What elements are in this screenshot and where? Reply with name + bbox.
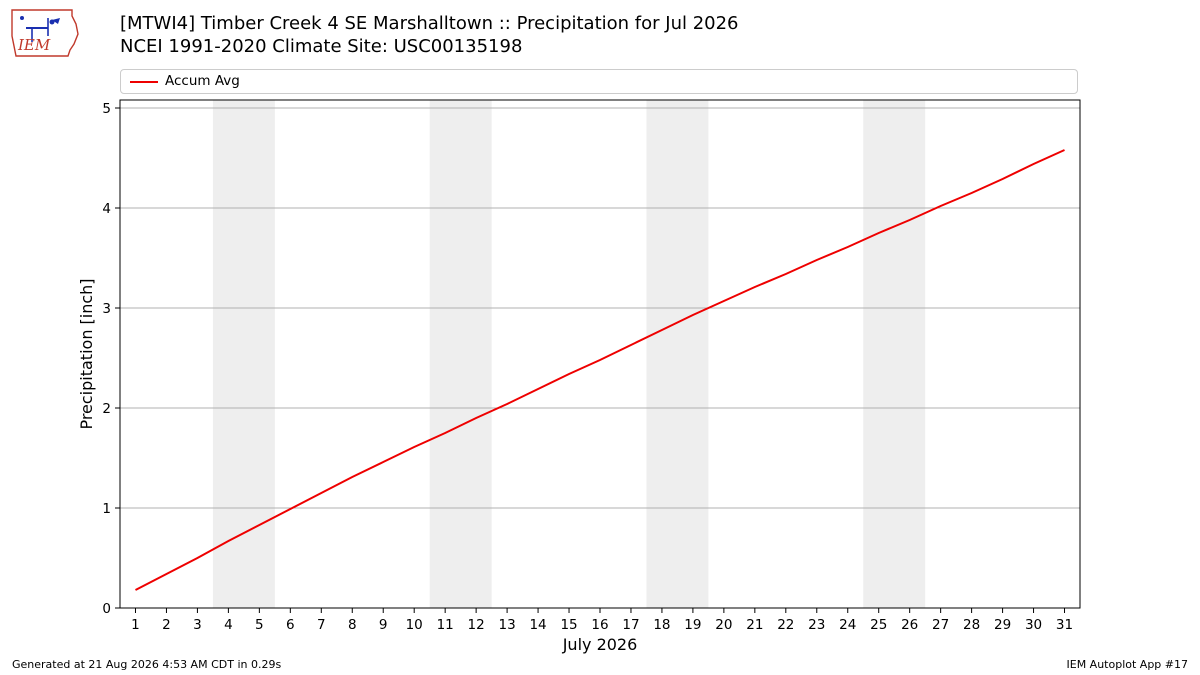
x-tick-label-26: 26 <box>901 617 918 633</box>
x-tick-label-8: 8 <box>348 617 357 633</box>
x-tick-label-11: 11 <box>437 617 454 633</box>
x-tick-label-28: 28 <box>963 617 980 633</box>
logo-text: IEM <box>17 36 51 54</box>
x-tick-label-12: 12 <box>468 617 485 633</box>
x-tick-label-13: 13 <box>499 617 516 633</box>
x-tick-label-31: 31 <box>1056 617 1073 633</box>
weekend-band-4 <box>863 100 926 608</box>
y-tick-label-2: 2 <box>102 401 111 417</box>
x-tick-label-27: 27 <box>932 617 949 633</box>
x-tick-label-25: 25 <box>870 617 887 633</box>
x-tick-label-2: 2 <box>162 617 171 633</box>
x-tick-label-7: 7 <box>317 617 326 633</box>
x-tick-label-4: 4 <box>224 617 233 633</box>
y-tick-label-3: 3 <box>102 301 111 317</box>
y-axis-label: Precipitation [inch] <box>77 278 96 429</box>
x-tick-label-24: 24 <box>839 617 856 633</box>
iowa-outline-icon <box>11 9 79 57</box>
legend-swatch <box>130 81 158 83</box>
x-tick-label-21: 21 <box>746 617 763 633</box>
x-tick-label-3: 3 <box>193 617 202 633</box>
x-tick-label-20: 20 <box>715 617 732 633</box>
y-tick-label-0: 0 <box>102 601 111 617</box>
weekend-band-1 <box>212 100 275 608</box>
title-line-1: [MTWI4] Timber Creek 4 SE Marshalltown :… <box>120 13 739 34</box>
x-tick-label-14: 14 <box>529 617 546 633</box>
x-tick-label-29: 29 <box>994 617 1011 633</box>
x-tick-label-30: 30 <box>1025 617 1042 633</box>
x-tick-label-18: 18 <box>653 617 670 633</box>
title-line-2: NCEI 1991-2020 Climate Site: USC00135198 <box>120 36 523 57</box>
y-tick-label-5: 5 <box>102 101 111 117</box>
x-tick-label-10: 10 <box>406 617 423 633</box>
x-tick-label-17: 17 <box>622 617 639 633</box>
x-tick-label-22: 22 <box>777 617 794 633</box>
plot-frame <box>119 99 1081 609</box>
y-tick-label-4: 4 <box>102 201 111 217</box>
x-tick-label-9: 9 <box>379 617 388 633</box>
chart-title: [MTWI4] Timber Creek 4 SE Marshalltown :… <box>120 12 739 58</box>
legend-label: Accum Avg <box>165 73 240 89</box>
x-tick-label-19: 19 <box>684 617 701 633</box>
weekend-band-3 <box>646 100 709 608</box>
x-tick-label-5: 5 <box>255 617 264 633</box>
x-tick-label-6: 6 <box>286 617 295 633</box>
x-axis-label: July 2026 <box>562 635 638 654</box>
x-tick-label-1: 1 <box>131 617 140 633</box>
legend: Accum Avg <box>120 69 1078 94</box>
iem-logo: IEM <box>11 9 79 57</box>
y-tick-label-1: 1 <box>102 501 111 517</box>
weekend-band-2 <box>429 100 492 608</box>
x-tick-label-23: 23 <box>808 617 825 633</box>
app-credit: IEM Autoplot App #17 <box>1066 658 1189 671</box>
x-tick-label-15: 15 <box>560 617 577 633</box>
generated-timestamp: Generated at 21 Aug 2026 4:53 AM CDT in … <box>12 658 282 671</box>
x-tick-label-16: 16 <box>591 617 608 633</box>
